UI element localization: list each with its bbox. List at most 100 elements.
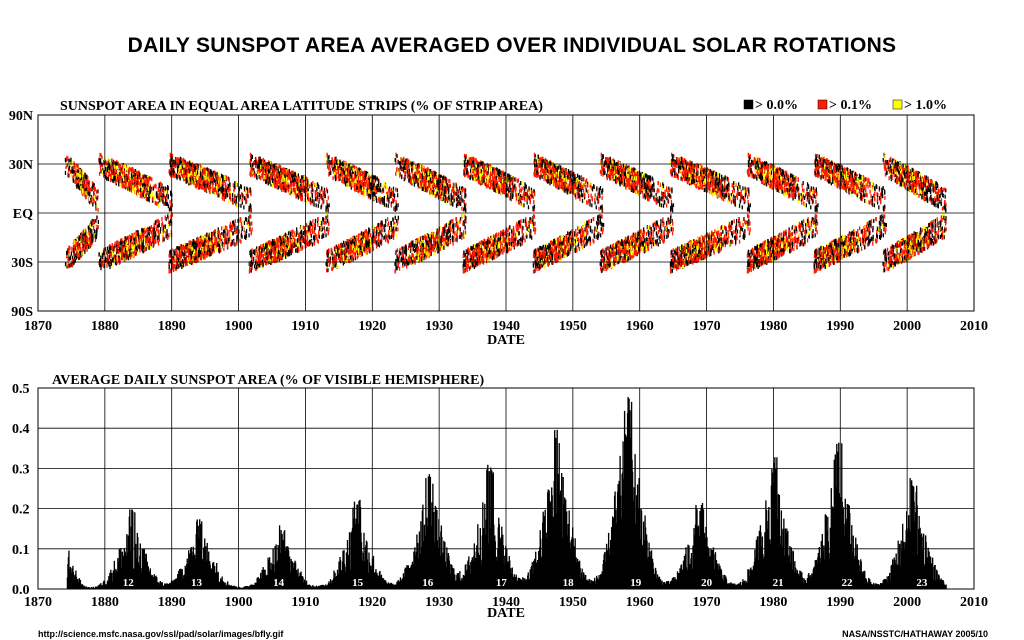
butterfly-mark	[241, 192, 243, 197]
butterfly-mark	[192, 239, 194, 244]
butterfly-mark	[148, 198, 150, 203]
butterfly-mark	[263, 175, 265, 180]
butterfly-mark	[82, 229, 84, 234]
butterfly-mark	[129, 252, 131, 257]
butterfly-mark	[77, 172, 80, 177]
butterfly-mark	[278, 171, 281, 176]
butterfly-mark	[135, 251, 137, 256]
butterfly-mark	[172, 168, 175, 173]
butterfly-mark	[87, 232, 89, 237]
butterfly-mark	[70, 172, 72, 177]
butterfly-mark	[215, 238, 218, 243]
butterfly-mark	[313, 229, 315, 234]
butterfly-mark	[76, 172, 78, 177]
butterfly-mark	[152, 193, 154, 198]
butterfly-mark	[278, 164, 280, 169]
butterfly-mark	[83, 183, 86, 188]
butterfly-mark	[100, 153, 102, 158]
butterfly-mark	[79, 174, 81, 179]
butterfly-mark	[268, 240, 270, 245]
butterfly-mark	[85, 237, 87, 242]
butterfly-mark	[136, 174, 139, 179]
butterfly-mark	[114, 172, 116, 177]
butterfly-mark	[188, 249, 190, 254]
butterfly-mark	[278, 185, 280, 190]
butterfly-mark	[78, 173, 80, 178]
butterfly-mark	[191, 260, 193, 265]
butterfly-mark	[99, 263, 101, 268]
butterfly-mark	[218, 230, 220, 235]
butterfly-mark	[76, 180, 78, 184]
butterfly-mark	[71, 263, 73, 268]
butterfly-mark	[99, 163, 101, 168]
butterfly-mark	[270, 252, 272, 257]
butterfly-mark	[68, 252, 70, 257]
butterfly-mark	[161, 222, 163, 227]
butterfly-mark	[72, 166, 74, 171]
butterfly-mark	[320, 226, 322, 231]
butterfly-mark	[79, 254, 81, 259]
butterfly-mark	[214, 239, 216, 244]
butterfly-mark	[243, 226, 245, 231]
butterfly-mark	[221, 226, 223, 231]
butterfly-mark	[88, 180, 91, 185]
butterfly-mark	[248, 269, 251, 274]
butterfly-mark	[127, 245, 129, 249]
butterfly-mark	[248, 233, 250, 238]
butterfly-mark	[74, 258, 76, 263]
butterfly-mark	[174, 263, 176, 268]
butterfly-mark	[166, 194, 168, 199]
butterfly-mark	[146, 191, 148, 196]
butterfly-mark	[119, 240, 122, 245]
butterfly-mark	[236, 241, 238, 246]
butterfly-mark	[117, 255, 119, 259]
butterfly-mark	[76, 250, 78, 255]
butterfly-mark	[132, 176, 134, 181]
butterfly-mark	[217, 241, 219, 246]
butterfly-mark	[222, 177, 224, 182]
butterfly-mark	[300, 225, 303, 230]
butterfly-mark	[320, 194, 322, 199]
butterfly-mark	[217, 188, 220, 193]
butterfly-mark	[77, 177, 79, 182]
butterfly-mark	[100, 266, 102, 271]
butterfly-mark	[136, 184, 138, 189]
butterfly-mark	[114, 256, 117, 261]
butterfly-mark	[280, 248, 282, 252]
butterfly-mark	[147, 245, 149, 250]
butterfly-mark	[82, 169, 84, 174]
butterfly-mark	[91, 222, 93, 227]
butterfly-mark	[116, 240, 118, 245]
butterfly-mark	[166, 236, 169, 240]
butterfly-mark	[274, 178, 277, 183]
legend-swatch-2	[892, 99, 903, 110]
butterfly-mark	[212, 172, 215, 177]
butterfly-mark	[135, 246, 138, 251]
butterfly-mark	[239, 238, 241, 243]
butterfly-mark	[86, 183, 88, 188]
butterfly-mark	[65, 162, 67, 167]
butterfly-mark	[115, 180, 117, 184]
butterfly-mark	[85, 235, 87, 240]
butterfly-mark	[293, 173, 295, 178]
butterfly-mark	[203, 246, 206, 251]
butterfly-mark	[325, 205, 327, 210]
butterfly-mark	[158, 237, 160, 242]
butterfly-mark	[138, 172, 141, 177]
butterfly-mark	[205, 170, 207, 175]
butterfly-mark	[230, 242, 232, 247]
butterfly-mark	[303, 185, 305, 189]
butterfly-mark	[117, 240, 119, 245]
butterfly-mark	[223, 242, 225, 247]
butterfly-mark	[74, 171, 76, 176]
butterfly-mark	[228, 199, 230, 204]
butterfly-mark	[153, 239, 155, 244]
butterfly-mark	[160, 187, 162, 192]
butterfly-mark	[177, 173, 179, 178]
butterfly-mark	[77, 169, 79, 174]
butterfly-mark	[146, 231, 148, 236]
butterfly-mark	[70, 170, 73, 175]
butterfly-mark	[123, 253, 125, 258]
butterfly-mark	[325, 233, 327, 238]
